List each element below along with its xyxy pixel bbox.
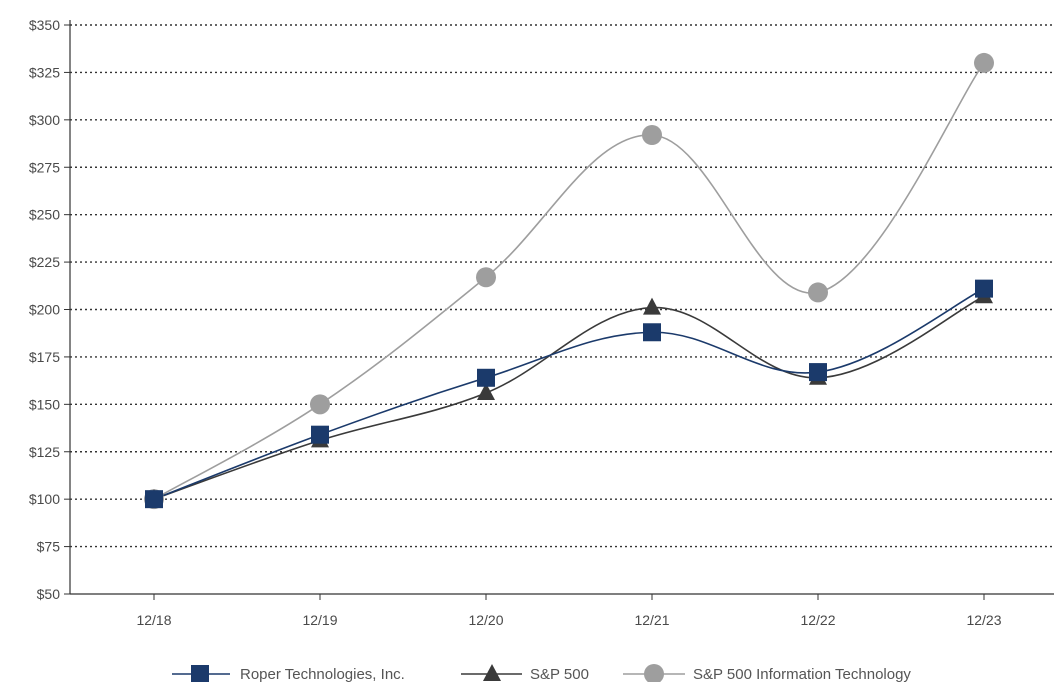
y-tick-label: $100 [29,491,60,507]
legend-marker-circle [644,664,664,682]
data-point-square [477,368,495,387]
y-tick-label: $125 [29,444,60,460]
y-tick-label: $175 [29,349,60,365]
data-point-triangle [643,297,661,315]
legend-marker-triangle [483,664,501,681]
data-point-circle [642,125,662,146]
data-point-circle [310,394,330,415]
data-point-circle [808,282,828,303]
x-tick-label: 12/22 [800,612,835,628]
x-tick-label: 12/23 [966,612,1001,628]
legend-label: S&P 500 Information Technology [693,666,911,682]
series-lines [153,62,985,500]
data-point-square [643,323,661,342]
legend-label: S&P 500 [530,666,589,682]
y-tick-label: $150 [29,396,60,412]
series-line-circle [153,62,985,500]
data-point-triangle [477,382,495,400]
y-tick-label: $225 [29,254,60,270]
gridlines [70,24,1054,548]
x-tick-label: 12/19 [302,612,337,628]
series-line-square [153,287,985,500]
x-tick-label: 12/21 [634,612,669,628]
data-point-square [809,363,827,382]
series-line-triangle [153,295,985,500]
y-tick-label: $325 [29,64,60,80]
y-tick-label: $200 [29,302,60,318]
y-tick-label: $350 [29,17,60,33]
y-tick-label: $75 [37,539,61,555]
y-tick-label: $300 [29,112,60,128]
legend: Roper Technologies, Inc. S&P 500 S&P 500 I… [172,664,911,682]
x-tick-label: 12/18 [136,612,171,628]
legend-label: Roper Technologies, Inc. [240,666,405,682]
y-tick-label: $275 [29,159,60,175]
y-tick-label: $50 [37,586,61,602]
x-tick-label: 12/20 [468,612,503,628]
axes: $50 $75 $100 $125 $150 $175 $200 $225 $250 $275 $3… [29,17,1054,628]
data-point-circle [974,52,994,73]
y-tick-label: $250 [29,207,60,223]
legend-marker-square [191,665,209,682]
data-point-square [311,425,329,444]
data-point-square [975,279,993,298]
data-point-circle [476,267,496,288]
data-point-square [145,490,163,509]
series-markers [144,52,994,510]
